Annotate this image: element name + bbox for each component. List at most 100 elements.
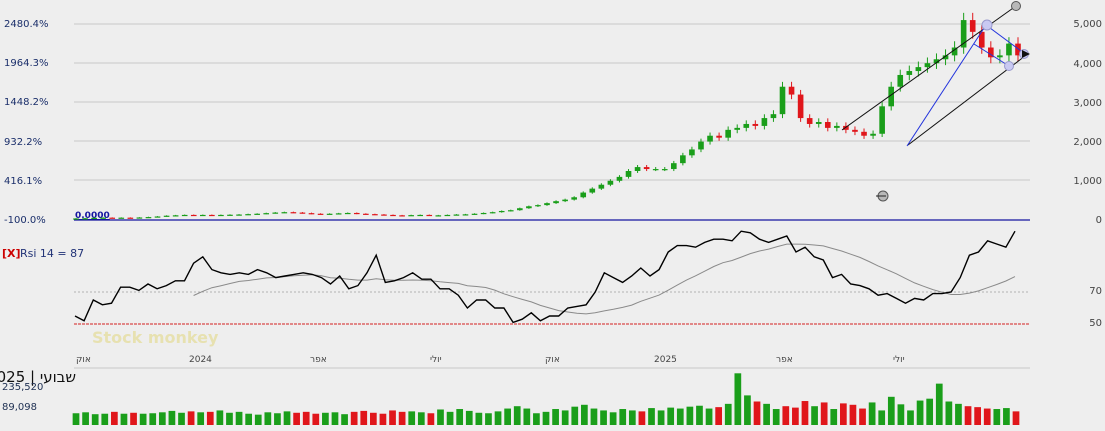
volume-bar [590,408,598,425]
volume-bar [91,414,99,425]
volume-bar [158,412,166,425]
blue-flag-lower [973,43,1010,67]
candle-body [843,125,849,130]
flag-handle[interactable] [981,19,993,31]
volume-bar [763,403,770,425]
left-tick-label: 1448.2% [4,97,49,108]
candle-body [661,169,668,171]
volume-bar [312,413,320,425]
flag-handle[interactable] [1004,61,1014,71]
volume-bar [561,410,569,425]
candle-body [698,141,704,150]
volume-bar [101,413,109,425]
volume-bar [456,409,464,425]
right-tick-label: 4,000 [1073,59,1102,70]
candle-body [598,184,605,189]
volume-bar [897,404,905,425]
candle-body [82,218,88,220]
candle-body [553,201,559,204]
volume-bar [811,406,818,425]
candle-body [942,55,949,60]
volume-bar [465,410,473,425]
candle-body [435,215,442,217]
candle-body [670,163,677,170]
volume-bar [744,395,751,425]
volume-bar [571,406,579,425]
volume-bar [983,408,991,425]
x-axis: אוק 2024 אפר יולי אוק 2025 אפר יולי [76,355,905,365]
candle-body [906,71,913,75]
candle-body [127,217,134,219]
volume-bar [964,406,972,425]
left-tick-label: 1964.3% [4,58,49,69]
rsi-close-button[interactable]: [X] [2,247,21,260]
rsi-tick-50: 50 [1089,318,1102,329]
candle-body [163,215,170,217]
candle-body [199,214,206,217]
candle-body [326,213,333,215]
candle-body [372,214,378,216]
volume-bar [705,408,713,425]
candle-body [607,180,614,185]
candle-body [118,217,125,219]
candle-body [689,149,695,156]
volume-bar [446,411,454,425]
candle-body [408,215,414,217]
volume-bar [935,383,943,425]
volume-bar [533,413,540,425]
candle-body [933,59,940,64]
rsi-tick-70: 70 [1089,286,1102,297]
candle-body [136,217,143,219]
candle-body [1015,43,1021,56]
candle-body [616,176,623,181]
candle-body [743,123,750,128]
candle-body [824,122,831,128]
volume-bar [552,409,559,425]
volume-bar [667,407,675,425]
volume-bar [782,406,790,425]
candle-body [344,212,351,215]
volume-bar [657,410,665,425]
volume-bar [830,409,838,425]
lower-channel-line [907,55,1026,146]
candle-body [589,188,596,193]
candle-body [335,213,342,215]
watermark: Stock monkey [92,328,219,347]
channel-handle[interactable] [1011,1,1021,11]
baseline-label: 0.0000 [75,211,110,221]
left-tick-label: 416.1% [4,176,42,187]
volume-bar [523,408,531,425]
volume-bar [619,409,627,425]
volume-bar [82,412,89,425]
volume-bar [350,411,358,425]
candle-body [308,213,315,215]
left-tick-label: 932.2% [4,137,42,148]
candle-body [988,47,994,58]
volume-bar [887,396,895,425]
right-tick-label: 5,000 [1073,19,1102,30]
candle-body [535,205,541,207]
volume-bar [283,411,291,425]
drawing-handles[interactable] [876,1,1030,202]
candle-body [879,106,885,134]
left-tick-label: 2480.4% [4,19,49,30]
candle-body [707,135,713,142]
volume-bar [369,412,377,425]
volume-bar [206,411,214,425]
candle-body [779,86,786,115]
candle-body [652,169,659,171]
candle-body [154,216,161,218]
volume-bar [878,410,886,425]
volume-bar [389,410,396,425]
candle-body [381,214,387,216]
candle-body [426,214,433,217]
volume-bar [226,412,233,425]
candle-body [190,214,197,217]
volume-bar [686,406,694,425]
volume-bar [792,407,799,425]
candle-body [489,212,496,214]
rsi-line [74,230,1016,324]
candle-body [480,212,487,215]
volume-bar [907,410,914,425]
